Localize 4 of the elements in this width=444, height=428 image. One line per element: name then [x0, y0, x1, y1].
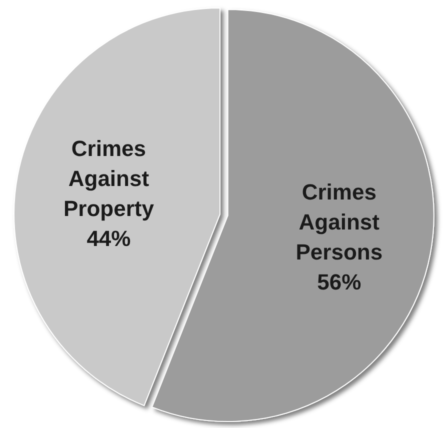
slice-label: Crimes Against Persons	[296, 180, 383, 265]
data-label: 56%	[317, 270, 362, 295]
slice-label: Crimes Against Property	[63, 136, 155, 221]
data-label: 44%	[86, 226, 131, 251]
